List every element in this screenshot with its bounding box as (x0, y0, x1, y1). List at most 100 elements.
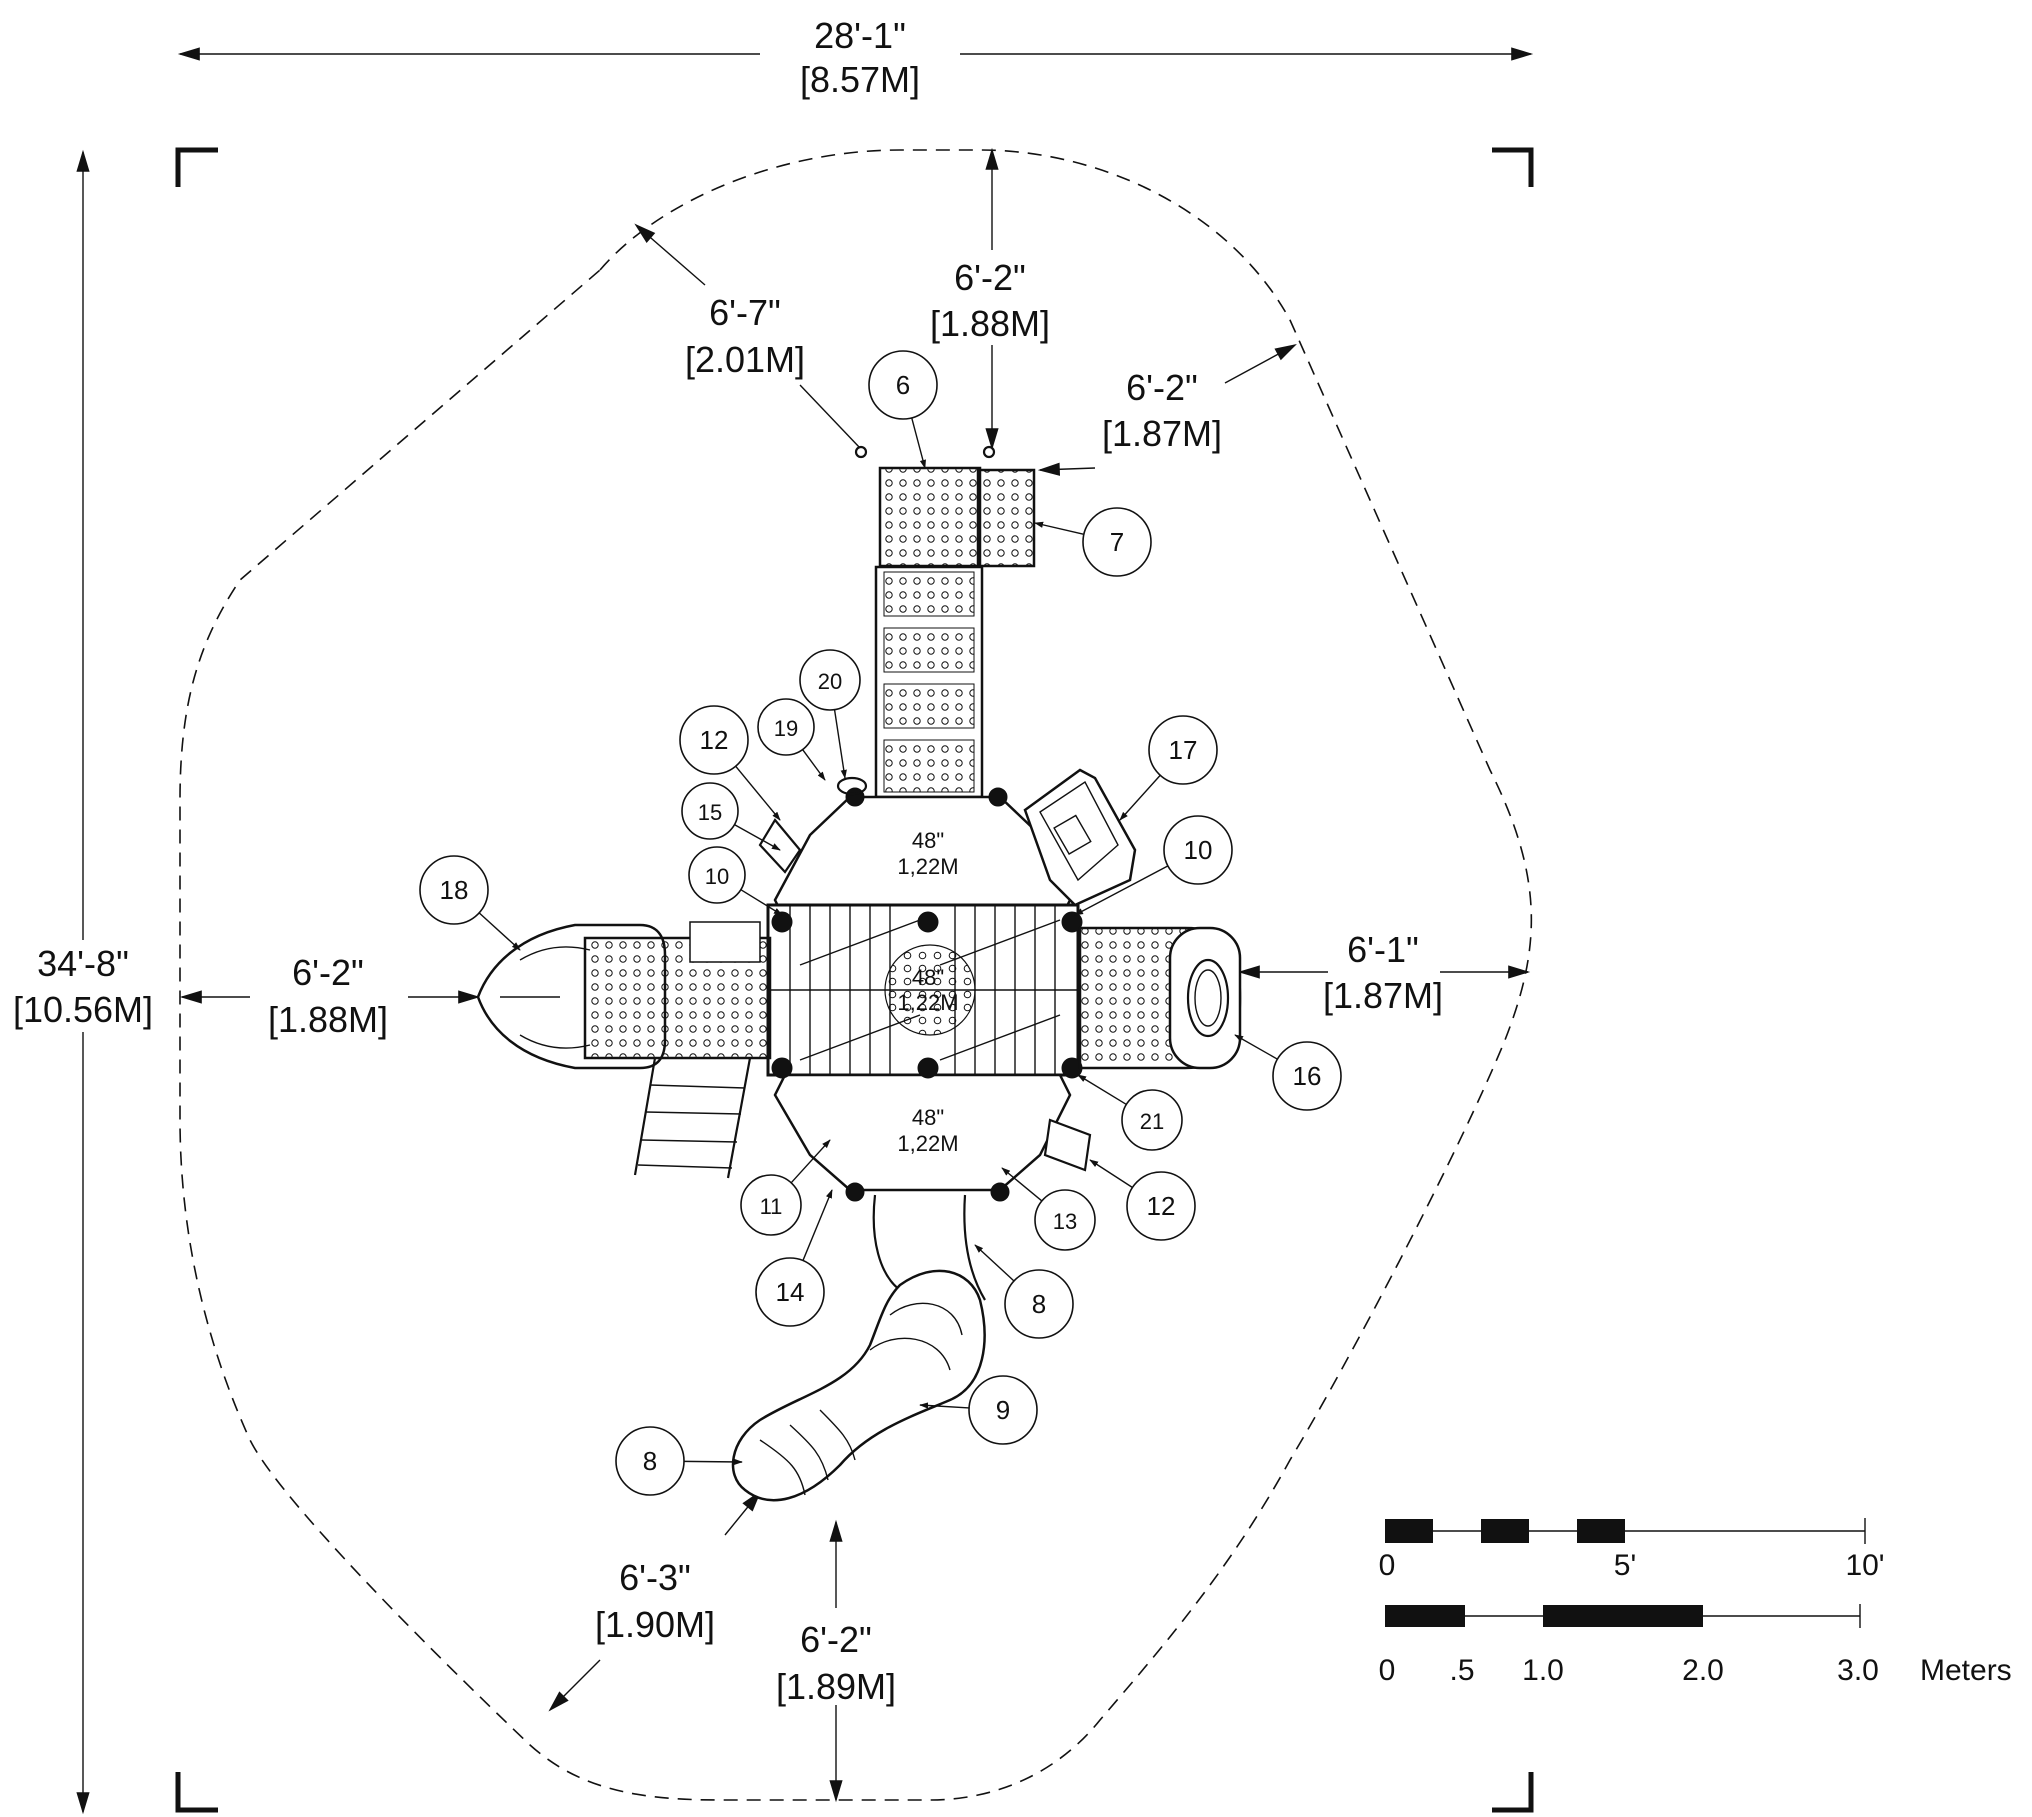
callout-10: 10 (688, 846, 783, 916)
clearance-left: 6'-2" [1.88M] (179, 952, 481, 1040)
callout-circle (1121, 1089, 1183, 1151)
callout-circle (740, 1174, 802, 1236)
clearance-top-right-ft: 6'-2" (1126, 367, 1198, 408)
callout-leader (919, 1402, 970, 1409)
clearance-top-ft: 6'-2" (954, 257, 1026, 298)
callout-circle (1034, 1189, 1096, 1251)
callout-leader (1001, 1167, 1043, 1202)
callout-circle (419, 855, 489, 925)
callout-number: 9 (996, 1395, 1010, 1425)
callout-13: 13 (1001, 1167, 1096, 1251)
callout-circle (681, 782, 739, 840)
ladder (633, 1057, 752, 1179)
deck-height-3-in: 48" (912, 1105, 944, 1130)
top-panel-7 (976, 468, 1036, 568)
clearance-top: 6'-2" [1.88M] (930, 147, 1050, 451)
callout-number: 16 (1293, 1061, 1322, 1091)
callout-circle (968, 1375, 1038, 1445)
callout-circle (1004, 1269, 1074, 1339)
clearance-bottom-left-ft: 6'-3" (619, 1557, 691, 1598)
callout-15: 15 (681, 782, 781, 851)
callout-leader (802, 1189, 833, 1261)
deck-height-2-in: 48" (912, 965, 944, 990)
callout-12: 12 (679, 705, 781, 821)
metric-tick-3: 3.0 (1837, 1654, 1879, 1687)
callout-number: 6 (896, 370, 910, 400)
clearance-bottom-m: [1.89M] (776, 1666, 896, 1707)
top-panel-6 (878, 466, 982, 568)
overall-length-m: [10.56M] (13, 989, 153, 1030)
deck-height-2-m: 1,22M (897, 990, 958, 1015)
metric-unit-label: Meters (1920, 1654, 2012, 1687)
clearance-bottom-ft: 6'-2" (800, 1619, 872, 1660)
callout-leader (1077, 1074, 1127, 1106)
deck-height-labels: 48" 1,22M 48" 1,22M 48" 1,22M (897, 828, 958, 1156)
imperial-tick-5: 5' (1614, 1549, 1636, 1582)
callout-number: 20 (818, 669, 842, 694)
callout-circle (1126, 1171, 1196, 1241)
callout-7: 7 (1034, 507, 1152, 577)
callout-number: 11 (760, 1194, 783, 1219)
clearance-top-left-m: [2.01M] (685, 339, 805, 380)
callout-leader (1119, 774, 1161, 821)
callout-circle (615, 1426, 685, 1496)
callout-17: 17 (1119, 715, 1218, 821)
clearance-left-ft: 6'-2" (292, 952, 364, 993)
callout-number: 10 (1184, 835, 1213, 865)
clearance-left-m: [1.88M] (268, 999, 388, 1040)
callout-number: 13 (1053, 1209, 1077, 1234)
barrel-12-lower (1043, 1118, 1092, 1172)
play-structure (476, 445, 1242, 1502)
callout-number: 8 (643, 1446, 657, 1476)
callout-number: 15 (698, 800, 722, 825)
clearance-bottom: 6'-2" [1.89M] (776, 1519, 896, 1803)
clearance-top-left: 6'-7" [2.01M] (634, 223, 861, 449)
overall-width-m: [8.57M] (800, 59, 920, 100)
callout-19: 19 (757, 698, 826, 781)
callout-11: 11 (740, 1139, 831, 1236)
callout-12: 12 (1089, 1159, 1196, 1241)
callout-number: 21 (1140, 1109, 1164, 1134)
clearance-right-ft: 6'-1" (1347, 929, 1419, 970)
overall-length-ft: 34'-8" (37, 943, 129, 984)
callout-circle (679, 705, 749, 775)
callout-leader (1089, 1159, 1133, 1189)
callout-number: 14 (776, 1277, 805, 1307)
callout-circle (1148, 715, 1218, 785)
clearance-bottom-left-m: [1.90M] (595, 1604, 715, 1645)
callout-leader (1034, 521, 1085, 536)
clearance-bottom-left: 6'-3" [1.90M] (548, 1490, 762, 1712)
callout-number: 12 (1147, 1191, 1176, 1221)
callouts: 6 7 20 19 12 15 10 17 10 18 16 21 12 11 13 14 8 9 8 (419, 350, 1342, 1496)
imperial-scale-bar: 0 5' 10' (1379, 1518, 1885, 1582)
callout-10: 10 (1074, 815, 1233, 916)
callout-circle (868, 350, 938, 420)
metric-tick-2: 2.0 (1682, 1654, 1724, 1687)
clearance-top-m: [1.88M] (930, 303, 1050, 344)
spiral-slide (731, 1194, 986, 1502)
callout-14: 14 (755, 1189, 833, 1327)
metric-tick-0: 0 (1379, 1654, 1396, 1687)
callout-leader (911, 417, 926, 469)
callout-circle (757, 698, 815, 756)
callout-21: 21 (1077, 1074, 1183, 1151)
callout-leader (790, 1139, 831, 1184)
callout-circle (1082, 507, 1152, 577)
callout-leader (974, 1244, 1015, 1282)
callout-8: 8 (974, 1244, 1074, 1339)
callout-leader (1234, 1034, 1278, 1060)
callout-number: 10 (705, 864, 729, 889)
callout-18: 18 (419, 855, 521, 951)
layout-corner-brackets (175, 147, 1534, 1813)
callout-number: 17 (1169, 735, 1198, 765)
callout-circle (1163, 815, 1233, 885)
callout-number: 8 (1032, 1289, 1046, 1319)
deck-height-1-in: 48" (912, 828, 944, 853)
callout-8: 8 (615, 1426, 743, 1496)
callout-leader (683, 1458, 743, 1466)
callout-circle (799, 649, 861, 711)
clearance-top-left-ft: 6'-7" (709, 292, 781, 333)
deck-height-1-m: 1,22M (897, 854, 958, 879)
callout-circle (755, 1257, 825, 1327)
